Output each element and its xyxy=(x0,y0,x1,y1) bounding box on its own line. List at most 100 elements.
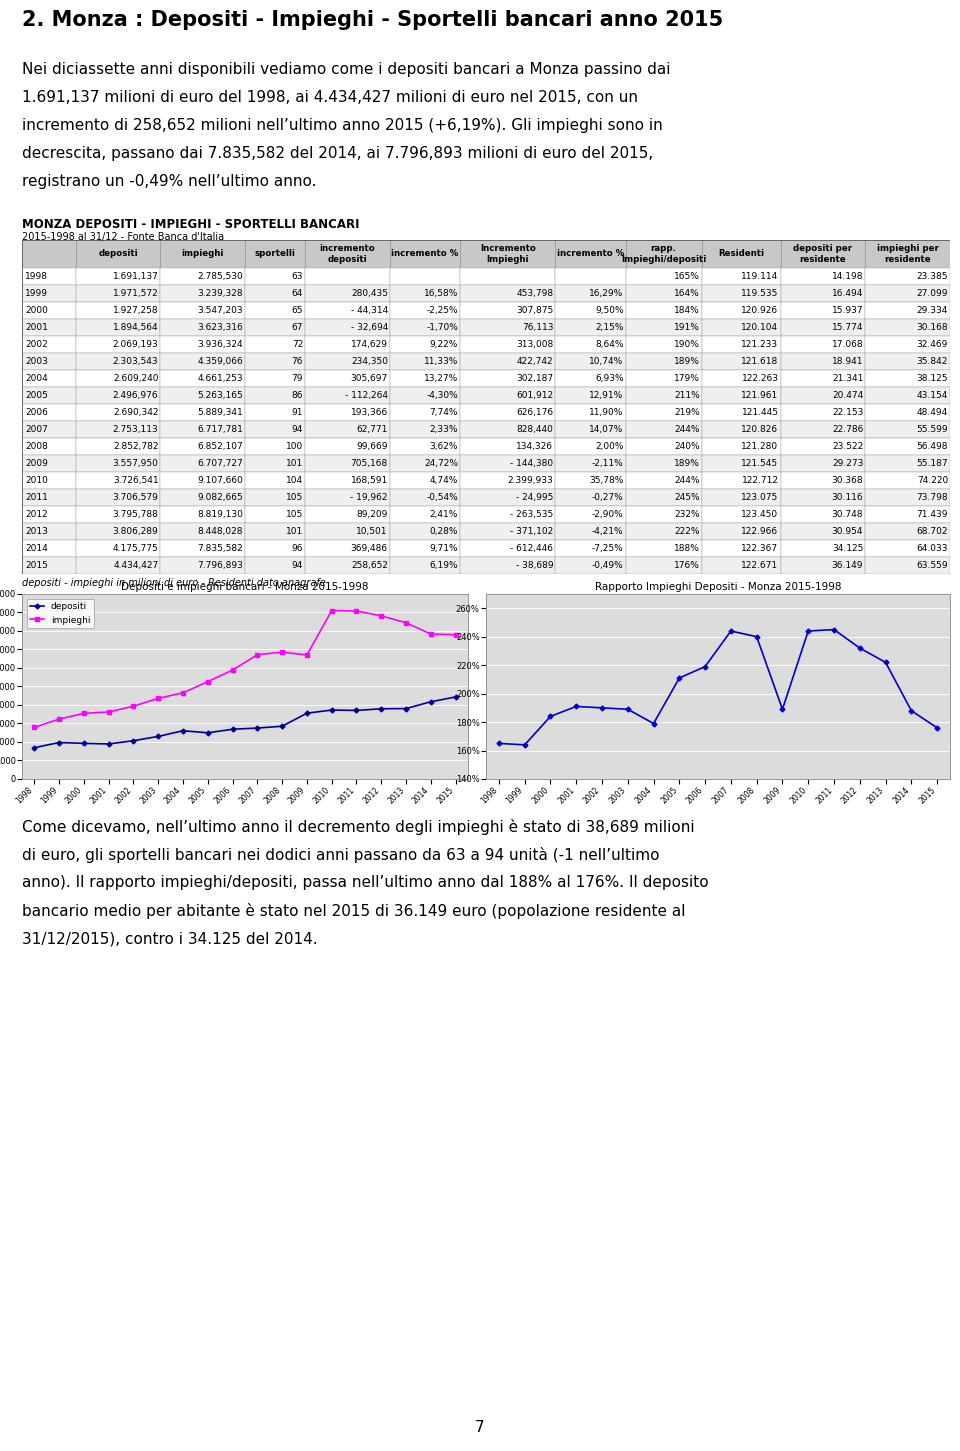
Bar xyxy=(626,302,702,319)
Bar xyxy=(390,302,460,319)
Bar xyxy=(245,540,305,557)
Text: 120.926: 120.926 xyxy=(741,306,779,315)
Text: 2.609,240: 2.609,240 xyxy=(113,374,158,383)
depositi xyxy=(153,728,164,746)
Text: 10,74%: 10,74% xyxy=(589,357,623,366)
Text: - 612,446: - 612,446 xyxy=(510,544,553,553)
Text: 3.726,541: 3.726,541 xyxy=(113,476,158,485)
Text: 22.786: 22.786 xyxy=(832,425,863,434)
Bar xyxy=(245,438,305,456)
Bar xyxy=(160,506,245,522)
Bar xyxy=(460,387,555,403)
Bar xyxy=(780,302,865,319)
Text: 168,591: 168,591 xyxy=(350,476,388,485)
Bar xyxy=(702,319,780,337)
Bar xyxy=(22,319,76,337)
Text: depositi - impieghi in milioni di euro - Residenti dato anagrafe: depositi - impieghi in milioni di euro -… xyxy=(22,577,325,588)
Bar xyxy=(245,337,305,353)
Bar xyxy=(390,387,460,403)
Bar xyxy=(390,522,460,540)
Bar xyxy=(460,353,555,370)
Bar xyxy=(76,540,160,557)
Bar xyxy=(305,540,390,557)
Text: 7.796,893: 7.796,893 xyxy=(198,562,243,570)
Text: bancario medio per abitante è stato nel 2015 di 36.149 euro (popolazione residen: bancario medio per abitante è stato nel … xyxy=(22,903,685,918)
Text: - 24,995: - 24,995 xyxy=(516,493,553,502)
impieghi xyxy=(425,625,437,643)
Bar xyxy=(460,421,555,438)
Text: 31/12/2015), contro i 34.125 del 2014.: 31/12/2015), contro i 34.125 del 2014. xyxy=(22,932,318,946)
Text: 1.894,564: 1.894,564 xyxy=(113,324,158,332)
Bar xyxy=(305,403,390,421)
Bar xyxy=(460,472,555,489)
Text: 12,91%: 12,91% xyxy=(589,390,623,400)
Bar xyxy=(22,403,76,421)
Text: 828,440: 828,440 xyxy=(516,425,553,434)
Text: -0,49%: -0,49% xyxy=(591,562,623,570)
Bar xyxy=(305,239,390,268)
Text: - 38,689: - 38,689 xyxy=(516,562,553,570)
Bar xyxy=(555,403,626,421)
Bar xyxy=(76,284,160,302)
Bar xyxy=(22,522,76,540)
Text: 91: 91 xyxy=(292,408,303,416)
Bar xyxy=(76,506,160,522)
impieghi xyxy=(450,625,462,643)
Text: 7,74%: 7,74% xyxy=(430,408,458,416)
Bar xyxy=(305,438,390,456)
Bar xyxy=(865,268,950,284)
Text: 121.961: 121.961 xyxy=(741,390,779,400)
Bar xyxy=(865,456,950,472)
Bar xyxy=(390,489,460,506)
Bar xyxy=(245,387,305,403)
Text: 4.661,253: 4.661,253 xyxy=(198,374,243,383)
Text: 122.671: 122.671 xyxy=(741,562,779,570)
Text: -4,30%: -4,30% xyxy=(426,390,458,400)
impieghi xyxy=(227,662,238,679)
impieghi xyxy=(301,646,313,663)
Bar xyxy=(305,421,390,438)
Text: 7.835,582: 7.835,582 xyxy=(198,544,243,553)
Text: 8.819,130: 8.819,130 xyxy=(198,509,243,519)
Text: incremento %: incremento % xyxy=(557,250,624,258)
Bar xyxy=(865,421,950,438)
Text: -4,21%: -4,21% xyxy=(592,527,623,535)
Bar xyxy=(305,387,390,403)
Bar xyxy=(555,319,626,337)
Text: 258,652: 258,652 xyxy=(351,562,388,570)
Text: 1.691,137: 1.691,137 xyxy=(112,271,158,281)
Text: 30.748: 30.748 xyxy=(831,509,863,519)
Bar xyxy=(702,557,780,575)
Bar xyxy=(626,472,702,489)
Bar xyxy=(390,403,460,421)
Bar xyxy=(460,370,555,387)
Bar xyxy=(22,472,76,489)
Text: 6.707,727: 6.707,727 xyxy=(198,459,243,469)
Text: 65: 65 xyxy=(292,306,303,315)
Bar xyxy=(702,540,780,557)
Text: 188%: 188% xyxy=(674,544,700,553)
Text: 63: 63 xyxy=(292,271,303,281)
Text: 16.494: 16.494 xyxy=(832,289,863,297)
Bar xyxy=(245,403,305,421)
Text: 119.114: 119.114 xyxy=(741,271,779,281)
Text: -0,54%: -0,54% xyxy=(426,493,458,502)
Text: 30.368: 30.368 xyxy=(831,476,863,485)
Text: incremento di 258,652 milioni nell’ultimo anno 2015 (+6,19%). Gli impieghi sono : incremento di 258,652 milioni nell’ultim… xyxy=(22,118,662,133)
Text: 176%: 176% xyxy=(674,562,700,570)
Text: 244%: 244% xyxy=(675,425,700,434)
Bar xyxy=(780,456,865,472)
Bar xyxy=(160,557,245,575)
Text: 104: 104 xyxy=(286,476,303,485)
Bar xyxy=(76,557,160,575)
Text: -7,25%: -7,25% xyxy=(591,544,623,553)
Text: 122.712: 122.712 xyxy=(741,476,779,485)
impieghi xyxy=(400,614,412,631)
Text: 2.303,543: 2.303,543 xyxy=(113,357,158,366)
Bar xyxy=(702,506,780,522)
depositi xyxy=(252,720,263,737)
Text: 6.852,107: 6.852,107 xyxy=(198,443,243,451)
Text: 86: 86 xyxy=(292,390,303,400)
Text: 79: 79 xyxy=(292,374,303,383)
Text: 13,27%: 13,27% xyxy=(424,374,458,383)
